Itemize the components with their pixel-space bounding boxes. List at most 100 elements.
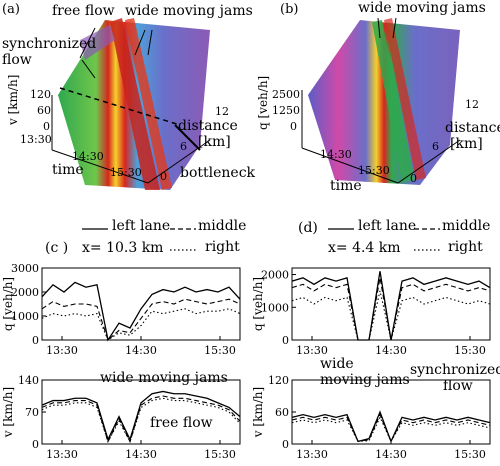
bottleneck-line xyxy=(59,87,181,126)
dist-tick-b-12: 12 xyxy=(465,98,479,111)
time-label-a: time xyxy=(52,162,84,178)
panel-c: (c ) left lane middle right x= 10.3 km 0… xyxy=(0,210,250,466)
y-tick-label: 120 xyxy=(268,374,289,387)
time-tick-b-1430: 14:30 xyxy=(320,148,352,161)
x-tick-label: 13:30 xyxy=(46,344,78,355)
arrow-bottleneck xyxy=(174,124,201,151)
annot-moving-jams-d: moving jams xyxy=(320,372,410,388)
location-c: x= 10.3 km xyxy=(82,240,164,256)
chart-d-q: 0 1000 2000 13:30 14:30 15:30 q [veh/h] xyxy=(251,267,491,355)
plot-frame xyxy=(41,379,241,445)
label-synchronized: synchronized xyxy=(2,36,97,52)
plot-frame xyxy=(291,267,491,341)
chart-c-v: 0 70 140 13:30 14:30 15:30 v [km/h] xyxy=(1,374,241,461)
y-tick-label: 140 xyxy=(18,374,39,387)
km-label-b: [km] xyxy=(450,136,483,152)
y-tick-label: 70 xyxy=(25,406,39,419)
time-tick-b-1530: 15:30 xyxy=(358,164,390,177)
panel-b-tag: (b) xyxy=(280,2,299,17)
chart-d-v: 0 60 120 13:30 14:30 15:30 v [km/h] xyxy=(251,374,491,461)
location-d: x= 4.4 km xyxy=(328,240,401,256)
panel-a-tag: (a) xyxy=(2,2,20,17)
v-axis-label-a: v [km/h] xyxy=(6,74,20,125)
jam-stripe-a1 xyxy=(110,18,160,190)
label-bottleneck: bottleneck xyxy=(180,165,256,181)
panel-a-surface-svg xyxy=(51,18,211,190)
legend-left-lane-d: left lane xyxy=(358,218,417,234)
panel-d: (d) left lane middle right x= 4.4 km 0 10… xyxy=(250,210,500,466)
distance-axis-a xyxy=(147,139,211,184)
x-tick-label: 14:30 xyxy=(375,448,407,461)
y-tick-label: 0 xyxy=(32,438,39,451)
y-tick-label: 2000 xyxy=(261,269,289,282)
series-line-right xyxy=(41,397,241,444)
distance-axis-b xyxy=(397,139,461,184)
annot-free-flow-c: free flow xyxy=(150,415,213,431)
series-line-middle xyxy=(41,298,241,341)
y-tick-label: 3000 xyxy=(11,262,39,275)
x-tick-label: 13:30 xyxy=(296,448,328,461)
time-tick-a-1330: 13:30 xyxy=(20,133,52,146)
legend-right-d: right xyxy=(448,239,483,255)
legend-right-line-c xyxy=(170,249,196,251)
dist-tick-a-12: 12 xyxy=(215,105,229,118)
y-axis-label: v [km/h] xyxy=(251,387,265,438)
y-tick-label: 1000 xyxy=(261,301,289,314)
legend-middle-c: middle xyxy=(198,218,247,234)
series-line-right xyxy=(291,290,491,341)
arrow-jam-b1 xyxy=(377,17,381,39)
x-tick-label: 13:30 xyxy=(296,344,328,355)
label-free-flow: free flow xyxy=(52,3,115,19)
chart-c-q: 0 1000 2000 3000 13:30 14:30 15:30 q [veh/h] xyxy=(1,262,241,355)
free-flow-region xyxy=(80,25,115,60)
q-tick-0: 0 xyxy=(290,120,297,133)
distance-label-b: distance xyxy=(445,120,500,136)
x-tick-label: 15:30 xyxy=(204,448,236,461)
legend-left-line-c xyxy=(82,228,108,230)
panel-c-tag: (c ) xyxy=(45,240,69,256)
y-axis-label: v [km/h] xyxy=(1,387,15,438)
label-wide-moving-jams-b: wide moving jams xyxy=(358,0,486,16)
time-tick-a-1530: 15:30 xyxy=(110,166,142,179)
legend-middle-line-d xyxy=(414,228,440,230)
time-axis-b xyxy=(301,147,399,184)
y-tick-label: 0 xyxy=(32,334,39,347)
dist-tick-b-6: 6 xyxy=(432,140,439,153)
legend-right-c: right xyxy=(205,239,240,255)
panel-b-surface-svg xyxy=(301,17,461,185)
time-axis-a xyxy=(51,149,149,184)
v-tick-60: 60 xyxy=(37,104,51,117)
distance-label-a: distance xyxy=(178,118,238,134)
y-tick-label: 60 xyxy=(275,406,289,419)
y-tick-label: 1000 xyxy=(11,310,39,323)
legend-left-lane-c: left lane xyxy=(112,218,171,234)
q-axis-label-b: q [veh/h] xyxy=(256,75,270,130)
series-line-middle xyxy=(41,395,241,444)
legend-left-line-d xyxy=(328,228,354,230)
x-tick-label: 15:30 xyxy=(204,344,236,355)
jam-stripe-a2 xyxy=(125,18,172,190)
time-label-b: time xyxy=(330,178,362,194)
x-tick-label: 14:30 xyxy=(125,448,157,461)
series-line-left-lane xyxy=(41,281,241,342)
series-line-left-lane xyxy=(291,271,491,341)
series-line-middle xyxy=(291,413,491,443)
q-tick-2500: 2500 xyxy=(272,88,300,101)
series-line-left-lane xyxy=(41,390,241,442)
series-line-middle xyxy=(291,277,491,341)
series-line-right xyxy=(41,308,241,341)
series-line-left-lane xyxy=(291,410,491,444)
legend-middle-d: middle xyxy=(442,218,491,234)
annot-synchronized-d: synchronized xyxy=(410,362,500,378)
time-tick-a-1430: 14:30 xyxy=(72,150,104,163)
km-label-a: [km] xyxy=(198,134,231,150)
jam-stripe-b1 xyxy=(372,20,415,182)
jam-stripe-b2 xyxy=(384,18,426,180)
x-tick-label: 13:30 xyxy=(46,448,78,461)
arrow-free-flow xyxy=(79,27,96,59)
y-tick-label: 0 xyxy=(282,334,289,347)
v-tick-0: 0 xyxy=(43,120,50,133)
panel-a: (a) free flow wide moving jams synchroni… xyxy=(0,0,255,200)
dist-tick-b-0: 0 xyxy=(410,172,417,185)
annot-flow-d: flow xyxy=(443,378,473,394)
